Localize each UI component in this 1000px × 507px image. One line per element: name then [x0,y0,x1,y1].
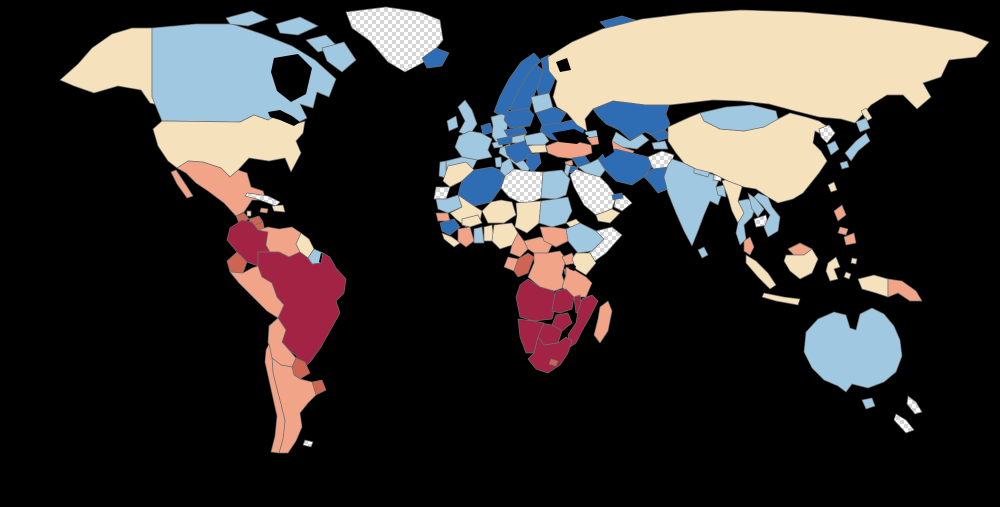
region-white-sea [556,58,571,72]
region-france [454,130,493,161]
region-south-sudan [539,226,569,248]
region-poland [503,107,535,129]
region-guinea [439,218,461,236]
region-madagascar [593,300,613,344]
region-belize [246,210,252,217]
region-sardinia [494,156,503,168]
region-taiwan [827,181,838,193]
region-iceland [421,47,450,69]
region-libya [500,168,544,206]
region-hudson-bay [271,54,312,102]
region-western-sahara [433,186,451,200]
region-netherlands-belgium [480,122,494,136]
region-usa [152,112,306,178]
region-uae [611,192,624,201]
region-brazil [257,251,347,378]
region-niger [481,199,517,224]
region-sudan [538,196,573,228]
region-new-zealand-north [906,395,923,415]
region-bangladesh [715,184,727,198]
region-japan-honshu [844,132,871,162]
region-baffin-island [321,41,357,73]
region-mexico [176,160,267,217]
region-sierra-leone-liberia [441,232,461,248]
region-chad [514,200,542,234]
region-tajikistan [651,140,669,150]
region-senegal [435,212,451,222]
region-israel-lebanon [563,163,572,177]
region-united-kingdom [457,99,478,137]
region-alaska [59,27,163,107]
region-sri-lanka [697,246,709,259]
region-greece [525,152,542,174]
region-russia [547,9,990,132]
region-maluku-2 [850,257,858,265]
region-japan-kyushu [839,160,850,170]
region-black-sea [552,129,589,144]
region-philippines-mindanao [843,232,857,246]
region-south-africa [527,336,573,374]
region-yemen [595,208,621,224]
region-borneo-indonesia [783,248,819,280]
region-tanzania [561,266,593,298]
region-lake-victoria [569,264,576,271]
region-zambia [551,288,575,314]
region-ghana [473,226,485,244]
region-hispaniola [271,204,286,213]
region-kazakhstan [592,100,671,141]
region-malaysia-peninsula [743,236,755,256]
region-kenya [571,252,597,276]
region-romania [523,131,550,146]
region-great-lakes [268,110,300,126]
region-zimbabwe [551,312,573,332]
region-philippines-luzon [833,204,847,222]
region-caspian-sea [596,124,614,158]
region-australia [803,307,903,393]
region-south-korea [826,140,840,156]
region-japan-hokkaido [855,117,871,133]
region-sumatra [745,254,777,290]
region-philippines-visayas [837,226,849,236]
region-saudi-arabia [569,168,617,216]
region-new-zealand-south [893,413,915,434]
region-west-papua [857,274,889,298]
region-burkina-faso [461,214,483,228]
region-ecuador [226,251,248,274]
region-java [761,292,801,306]
region-egypt [540,169,571,200]
region-maluku-1 [843,271,852,280]
region-ireland [446,115,459,132]
region-mozambique [567,294,599,348]
region-north-korea [818,124,836,144]
region-mongolia [699,104,779,132]
region-papua-new-guinea [887,278,923,302]
region-vietnam [753,192,781,238]
region-czechia-slovakia [503,126,528,138]
region-arctic-island-1 [225,10,269,27]
region-arctic-island-2 [275,16,319,36]
region-jamaica [259,207,269,214]
region-chile [264,343,286,454]
region-lesotho [548,358,559,367]
region-angola [515,278,557,322]
region-congo [513,252,535,278]
region-tasmania [861,397,876,410]
region-sulawesi [825,256,841,282]
region-falkland-islands [302,439,314,448]
region-belarus [535,106,567,126]
region-ivory-coast [457,226,475,248]
region-baja-california [170,169,194,199]
